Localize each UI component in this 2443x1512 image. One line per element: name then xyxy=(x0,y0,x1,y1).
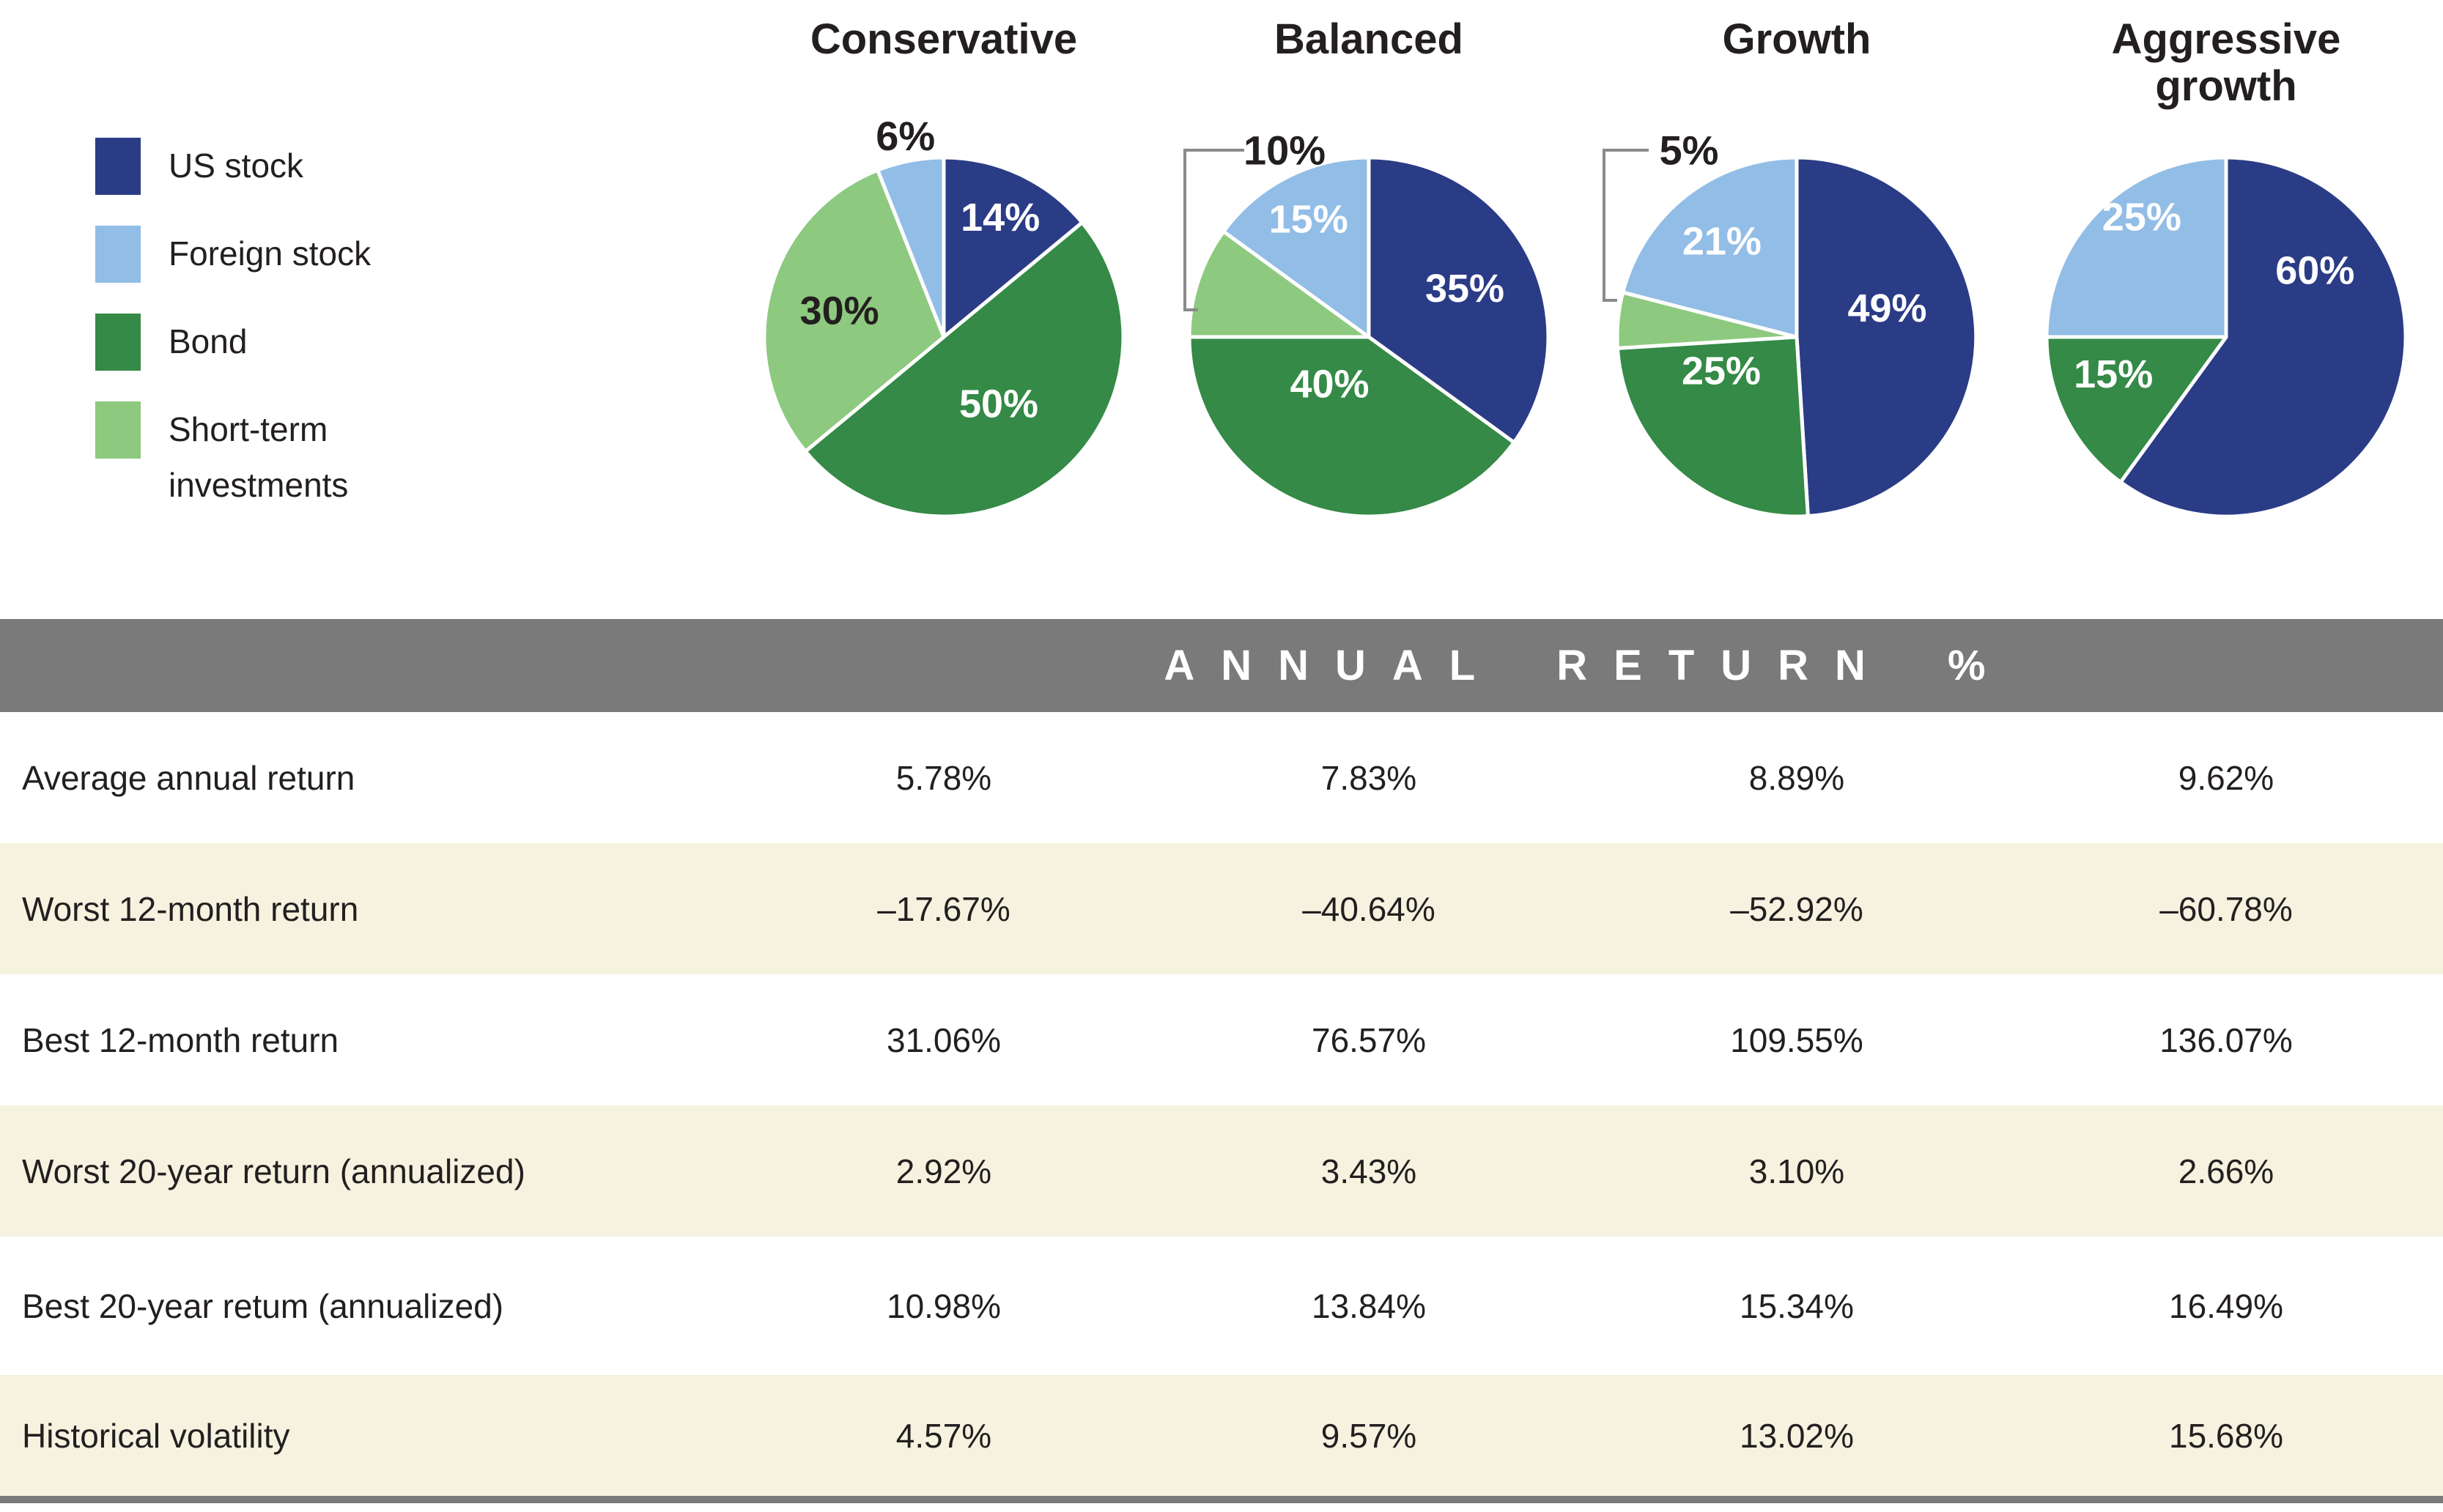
row-value: 16.49% xyxy=(2168,1286,2283,1325)
table-row: Worst 20-year return (annualized) 2.92% 3.… xyxy=(0,1105,2443,1237)
row-value: 4.57% xyxy=(895,1416,992,1455)
row-value: 2.66% xyxy=(2178,1152,2274,1190)
row-value: –40.64% xyxy=(1302,889,1435,928)
legend-swatch-foreign_stock xyxy=(95,226,141,283)
pie-slice-bond xyxy=(1616,335,1810,519)
pie-label-us_stock: 49% xyxy=(1847,286,1926,330)
row-label: Best 20-year retum (annualized) xyxy=(22,1286,504,1325)
pie-slice-short_term xyxy=(762,168,946,453)
row-value: 9.62% xyxy=(2178,758,2274,797)
pie-label-us_stock: 14% xyxy=(961,196,1040,240)
row-value: 15.34% xyxy=(1739,1286,1854,1325)
pie-label-outside-short_term: 5% xyxy=(1660,127,1719,174)
pie-slice-foreign_stock xyxy=(1222,155,1371,339)
callout-bracket xyxy=(1183,149,1244,311)
pie-label-foreign_stock: 15% xyxy=(1269,197,1348,241)
pie-chart-balanced: 35% 40% 10% 15% xyxy=(1183,127,1551,519)
row-value: 8.89% xyxy=(1748,758,1845,797)
legend-label: Short-term investments xyxy=(169,410,349,504)
row-value: 31.06% xyxy=(886,1020,1001,1059)
pie-slice-bond xyxy=(2044,335,2228,484)
pie-slice-short_term xyxy=(1187,229,1371,339)
pie-slice-bond xyxy=(803,220,1126,519)
pie-label-bond: 40% xyxy=(1290,363,1369,407)
annual-return-band: ANNUAL RETURN % xyxy=(0,619,2443,712)
row-value: 10.98% xyxy=(886,1286,1001,1325)
row-value: –52.92% xyxy=(1730,889,1863,928)
row-value: 5.78% xyxy=(895,758,992,797)
row-value: 2.92% xyxy=(895,1152,992,1190)
row-value: –60.78% xyxy=(2159,889,2293,928)
row-label: Best 12-month return xyxy=(22,1020,339,1059)
pie-label-us_stock: 35% xyxy=(1425,267,1504,311)
pie-slice-bond xyxy=(1187,335,1516,519)
pie-title: Balanced xyxy=(1274,15,1463,63)
legend-item-foreign_stock: Foreign stock xyxy=(95,226,410,283)
pie-slice-us_stock xyxy=(1367,155,1551,445)
annual-return-header: ANNUAL RETURN % xyxy=(1164,642,2012,689)
row-value: 9.57% xyxy=(1320,1416,1417,1455)
table-row: Historical volatility 4.57% 9.57% 13.02% 15.… xyxy=(0,1375,2443,1496)
pie-chart-conservative: 14% 50% 30% 6% xyxy=(762,113,1126,519)
pie-label-us_stock: 60% xyxy=(2275,249,2354,293)
row-label: Historical volatility xyxy=(22,1416,290,1455)
legend-label: Foreign stock xyxy=(169,234,372,273)
pie-label-bond: 15% xyxy=(2074,352,2153,396)
pie-slice-us_stock xyxy=(1795,155,1978,518)
pie-label-outside-foreign_stock: 6% xyxy=(876,113,935,159)
pie-chart-growth: 49% 25% 5% 21% xyxy=(1603,127,1978,519)
callout-bracket xyxy=(1603,149,1649,302)
row-value: 3.43% xyxy=(1320,1152,1417,1190)
table-row: Average annual return 5.78% 7.83% 8.89% 9.62… xyxy=(0,712,2443,843)
pie-slice-foreign_stock xyxy=(2044,155,2228,339)
bottom-border xyxy=(0,1496,2443,1503)
legend-label: US stock xyxy=(169,147,304,185)
legend-swatch-bond xyxy=(95,314,141,371)
legend-item-us_stock: US stock xyxy=(95,138,410,195)
row-value: 15.68% xyxy=(2168,1416,2283,1455)
legend-item-short_term: Short-term investments xyxy=(95,401,410,513)
row-value: 3.10% xyxy=(1748,1152,1845,1190)
row-value: 13.84% xyxy=(1311,1286,1426,1325)
pie-slice-us_stock xyxy=(942,155,1084,339)
legend-swatch-us_stock xyxy=(95,138,141,195)
row-value: 13.02% xyxy=(1739,1416,1854,1455)
table-row: Best 20-year retum (annualized) 10.98% 13.… xyxy=(0,1237,2443,1375)
pie-label-foreign_stock: 21% xyxy=(1682,219,1762,263)
row-label: Worst 20-year return (annualized) xyxy=(22,1152,525,1190)
pie-title: Aggressive growth xyxy=(2111,15,2341,110)
table-row: Best 12-month return 31.06% 76.57% 109.55% 1… xyxy=(0,974,2443,1105)
pie-label-short_term: 30% xyxy=(800,289,879,333)
legend-item-bond: Bond xyxy=(95,314,410,371)
pie-slice-us_stock xyxy=(2118,155,2408,519)
row-label: Worst 12-month return xyxy=(22,889,359,928)
legend-swatch-short_term xyxy=(95,401,141,459)
pie-label-foreign_stock: 25% xyxy=(2102,195,2181,239)
pie-title: Growth xyxy=(1722,15,1871,63)
table-row: Worst 12-month return –17.67% –40.64% –52.9… xyxy=(0,843,2443,974)
row-value: –17.67% xyxy=(877,889,1010,928)
pie-title: Conservative xyxy=(810,15,1078,63)
row-value: 7.83% xyxy=(1320,758,1417,797)
pie-label-outside-short_term: 10% xyxy=(1243,127,1326,174)
legend-label: Bond xyxy=(169,322,248,360)
row-value: 109.55% xyxy=(1730,1020,1863,1059)
pie-label-bond: 50% xyxy=(959,382,1038,426)
pie-slice-foreign_stock xyxy=(1621,155,1799,339)
row-value: 76.57% xyxy=(1311,1020,1426,1059)
pie-chart-aggressive-growth: 60% 15% 25% xyxy=(2044,155,2408,519)
row-label: Average annual return xyxy=(22,758,355,797)
pie-label-bond: 25% xyxy=(1682,349,1761,393)
pie-slice-foreign_stock xyxy=(876,155,946,339)
row-value: 136.07% xyxy=(2159,1020,2293,1059)
